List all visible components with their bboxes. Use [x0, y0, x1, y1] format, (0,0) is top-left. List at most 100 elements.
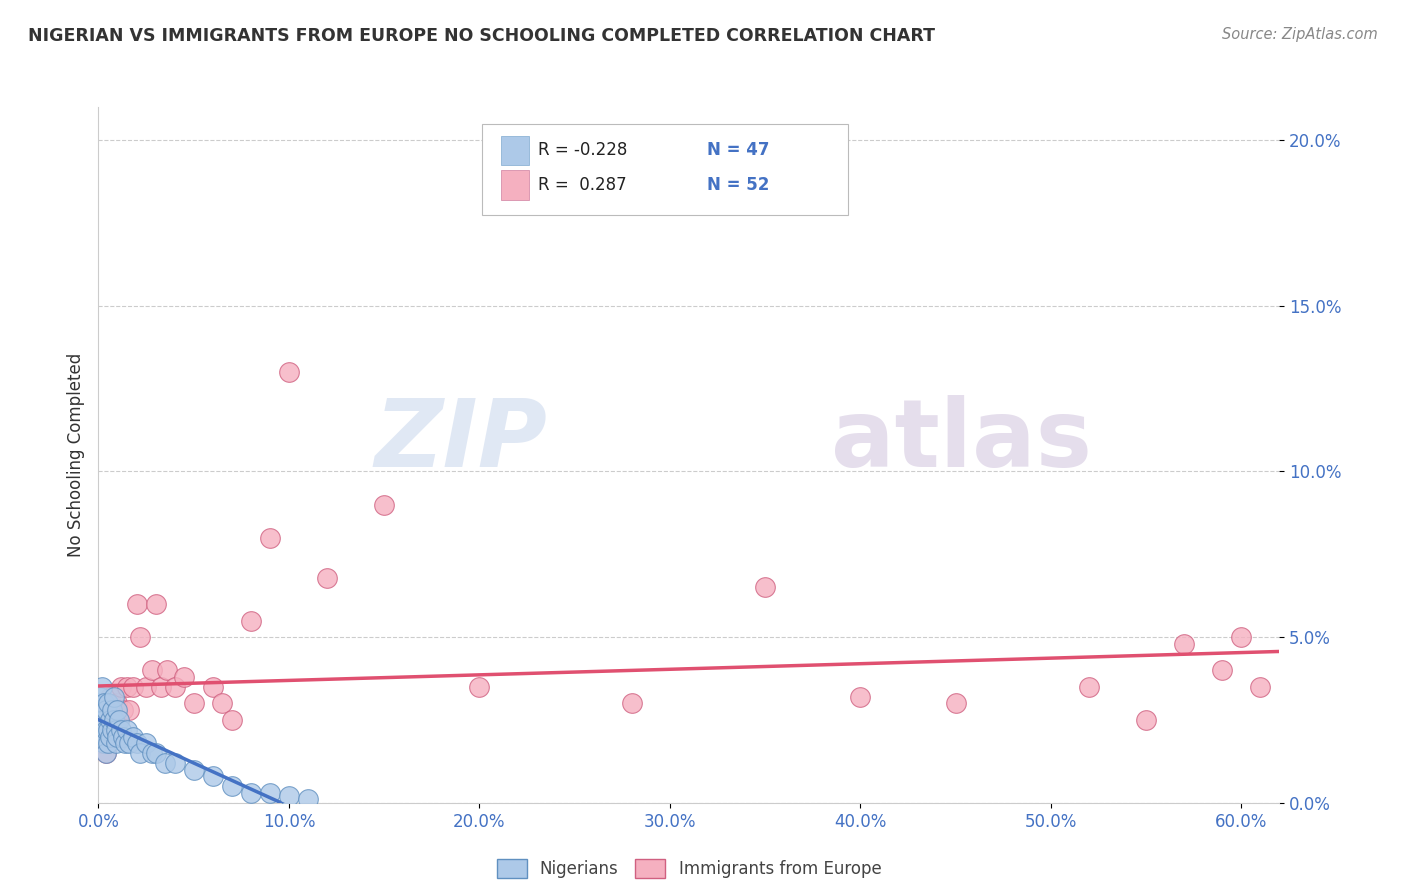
Point [163, 680, 186, 694]
Point [89, 703, 111, 717]
Point [121, 680, 143, 694]
Point [211, 697, 233, 711]
FancyBboxPatch shape [501, 136, 530, 165]
Point [108, 713, 131, 727]
Point [89, 713, 111, 727]
Point [468, 680, 491, 694]
FancyBboxPatch shape [482, 124, 848, 215]
Point [107, 697, 129, 711]
Point [104, 736, 127, 750]
Point [849, 690, 872, 704]
Point [297, 792, 319, 806]
Point [93, 713, 115, 727]
Point [150, 680, 173, 694]
Point [125, 736, 148, 750]
Point [112, 730, 135, 744]
Point [89, 690, 111, 704]
Point [100, 730, 122, 744]
Point [89, 736, 111, 750]
Point [201, 769, 224, 783]
Point [221, 713, 243, 727]
Point [93, 736, 115, 750]
Point [620, 697, 643, 711]
Point [173, 670, 195, 684]
Point [107, 730, 129, 744]
Point [110, 723, 132, 737]
Point [945, 697, 967, 711]
Text: N = 52: N = 52 [707, 176, 769, 194]
Point [94, 746, 117, 760]
Point [135, 680, 157, 694]
Point [373, 498, 395, 512]
Point [94, 723, 117, 737]
Point [104, 723, 127, 737]
Point [115, 680, 138, 694]
Point [103, 713, 125, 727]
Point [145, 746, 167, 760]
Point [110, 680, 132, 694]
Point [163, 756, 186, 770]
Point [91, 713, 114, 727]
Point [107, 703, 129, 717]
Point [97, 697, 120, 711]
Point [1078, 680, 1101, 694]
Point [135, 736, 157, 750]
Text: Source: ZipAtlas.com: Source: ZipAtlas.com [1222, 27, 1378, 42]
Point [141, 663, 163, 677]
Text: ZIP: ZIP [374, 395, 547, 487]
Point [103, 690, 125, 704]
Point [239, 786, 262, 800]
Point [156, 663, 179, 677]
Point [93, 697, 115, 711]
Point [153, 756, 176, 770]
Point [100, 703, 122, 717]
Point [121, 730, 143, 744]
Point [93, 736, 115, 750]
Point [112, 703, 135, 717]
Legend: Nigerians, Immigrants from Europe: Nigerians, Immigrants from Europe [489, 853, 889, 885]
Point [316, 570, 339, 584]
Point [259, 531, 281, 545]
Point [97, 736, 120, 750]
Point [118, 736, 141, 750]
Point [91, 680, 114, 694]
Point [87, 697, 110, 711]
Text: atlas: atlas [831, 395, 1091, 487]
Point [277, 365, 299, 379]
Point [98, 690, 121, 704]
FancyBboxPatch shape [501, 170, 530, 200]
Point [118, 703, 141, 717]
Point [141, 746, 163, 760]
Point [91, 730, 114, 744]
Point [98, 713, 121, 727]
Point [1173, 637, 1195, 651]
Point [89, 723, 111, 737]
Point [98, 713, 121, 727]
Text: NIGERIAN VS IMMIGRANTS FROM EUROPE NO SCHOOLING COMPLETED CORRELATION CHART: NIGERIAN VS IMMIGRANTS FROM EUROPE NO SC… [28, 27, 935, 45]
Point [94, 746, 117, 760]
Point [277, 789, 299, 804]
Point [114, 736, 136, 750]
Point [1230, 630, 1253, 644]
Point [221, 779, 243, 793]
Point [97, 730, 120, 744]
Point [115, 723, 138, 737]
Point [1135, 713, 1157, 727]
Point [104, 723, 127, 737]
Point [93, 713, 115, 727]
Point [1249, 680, 1271, 694]
Text: R = -0.228: R = -0.228 [537, 141, 627, 159]
Point [239, 614, 262, 628]
Text: R =  0.287: R = 0.287 [537, 176, 627, 194]
Point [108, 713, 131, 727]
Point [87, 730, 110, 744]
Point [201, 680, 224, 694]
Point [91, 730, 114, 744]
Point [97, 723, 120, 737]
Point [1211, 663, 1233, 677]
Point [103, 713, 125, 727]
Point [183, 763, 205, 777]
Point [129, 630, 152, 644]
Point [129, 746, 152, 760]
Point [754, 581, 776, 595]
